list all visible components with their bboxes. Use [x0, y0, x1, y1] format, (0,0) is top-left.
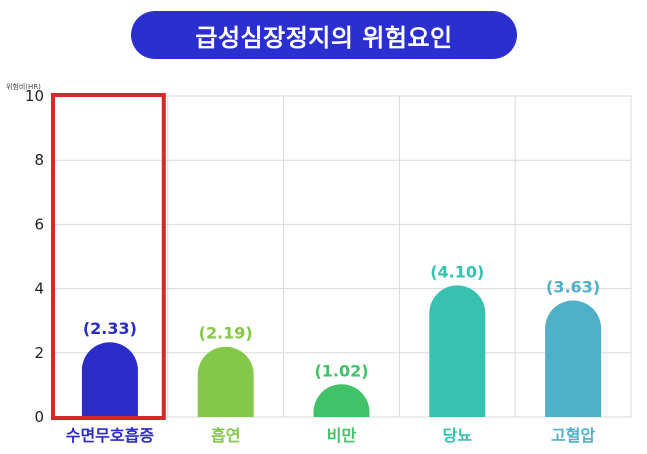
y-axis-label: 위험비(HR) — [6, 82, 41, 91]
data-label: (2.33) — [83, 319, 137, 338]
y-tick-label: 4 — [34, 280, 44, 298]
bar — [81, 342, 138, 417]
data-label: (4.10) — [430, 262, 484, 281]
title-banner: 급성심장정지의 위험요인 — [131, 11, 517, 59]
data-label: (3.63) — [546, 277, 600, 296]
bar — [545, 300, 602, 417]
data-label: (1.02) — [314, 361, 368, 380]
chart-title: 급성심장정지의 위험요인 — [195, 23, 453, 52]
bar — [197, 346, 254, 417]
y-tick-label: 6 — [34, 215, 44, 233]
y-tick-label: 8 — [34, 151, 44, 169]
bar — [429, 285, 486, 417]
bar — [313, 384, 370, 417]
y-tick-label: 2 — [34, 344, 44, 362]
category-label: 수면무호흡증 — [66, 426, 155, 445]
category-label: 비만 — [327, 426, 357, 445]
y-tick-label: 0 — [34, 408, 44, 426]
y-tick-label: 10 — [25, 87, 44, 105]
category-label: 고혈압 — [551, 426, 595, 445]
category-label: 당뇨 — [443, 426, 473, 445]
data-label: (2.19) — [199, 324, 253, 343]
category-label: 흡연 — [211, 426, 240, 445]
highlight-box — [51, 93, 166, 420]
